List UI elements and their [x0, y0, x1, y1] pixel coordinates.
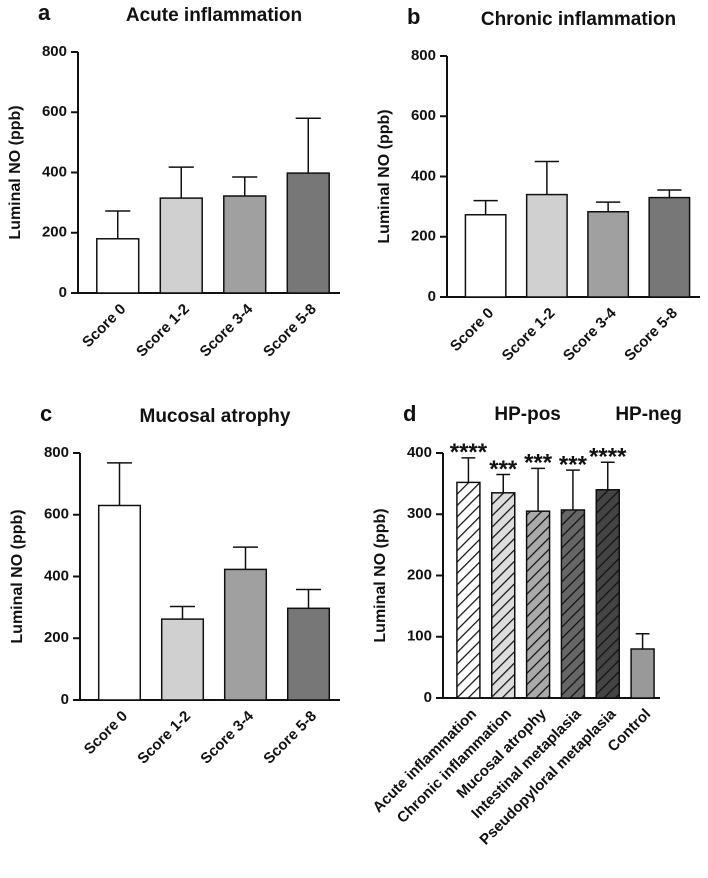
bar — [595, 489, 620, 699]
bar — [286, 172, 330, 294]
error-bar — [168, 166, 194, 199]
y-tick-label: 800 — [411, 47, 436, 64]
y-tick-label: 0 — [59, 284, 67, 301]
bar — [648, 196, 691, 298]
y-tick-label: 200 — [411, 228, 436, 245]
y-tick-label: 200 — [44, 629, 69, 646]
error-bar — [595, 201, 621, 212]
y-tick-label: 400 — [407, 444, 432, 461]
y-tick-label: 600 — [411, 107, 436, 124]
error-bar — [232, 176, 258, 196]
chart-title: Acute inflammation — [126, 5, 302, 26]
error-bar — [105, 210, 131, 239]
y-tick-label: 200 — [42, 224, 67, 241]
y-tick-label: 800 — [42, 43, 67, 60]
error-bar — [233, 546, 258, 570]
x-tick-label: Score 1-2 — [134, 708, 194, 768]
x-tick-label: Score 0 — [79, 301, 129, 351]
significance: *** — [524, 450, 553, 477]
y-tick-label: 600 — [44, 506, 69, 523]
bar — [630, 648, 655, 699]
y-tick-label: 400 — [411, 167, 436, 184]
bar — [525, 193, 568, 298]
error-bar — [496, 473, 511, 493]
y-axis-label: Luminal NO (ppb) — [7, 105, 24, 239]
error-bar — [657, 189, 682, 198]
bar — [587, 210, 630, 298]
error-bar — [107, 462, 132, 506]
bar — [456, 481, 481, 699]
x-tick-label: Score 0 — [447, 305, 497, 355]
error-bar — [531, 467, 545, 512]
bar — [159, 197, 203, 294]
significance: **** — [450, 439, 488, 466]
chart-title: Chronic inflammation — [481, 9, 676, 30]
error-bar — [296, 588, 321, 609]
x-tick-label: Score 5-8 — [621, 305, 681, 365]
error-bar — [473, 199, 498, 215]
y-axis-label: Luminal NO (ppb) — [9, 509, 26, 643]
y-tick-label: 400 — [42, 163, 67, 180]
bar — [96, 238, 140, 294]
panel-label: d — [403, 401, 416, 426]
y-axis-label: Luminal NO (ppb) — [372, 508, 389, 642]
significance: *** — [559, 451, 588, 478]
error-bar — [635, 632, 650, 649]
x-tick-label: Score 1-2 — [499, 305, 559, 365]
bar — [491, 492, 516, 699]
bar — [223, 195, 267, 294]
group-label: HP-pos — [494, 404, 561, 425]
x-tick-label: Score 5-8 — [260, 708, 320, 768]
significance: *** — [489, 456, 518, 483]
x-tick-label: Score 0 — [81, 708, 131, 758]
y-tick-label: 400 — [44, 567, 69, 584]
y-tick-label: 0 — [424, 689, 432, 706]
panel-label: a — [38, 0, 51, 25]
y-tick-label: 800 — [44, 444, 69, 461]
x-tick-label: Score 3-4 — [197, 300, 257, 360]
x-tick-label: Score 5-8 — [260, 301, 320, 361]
y-tick-label: 0 — [61, 691, 69, 708]
panel-label: c — [40, 401, 52, 426]
y-tick-label: 600 — [42, 103, 67, 120]
group-label: HP-neg — [615, 404, 682, 425]
y-tick-label: 100 — [407, 628, 432, 645]
error-bar — [170, 605, 195, 620]
error-bar — [600, 461, 615, 490]
y-tick-label: 200 — [407, 566, 432, 583]
bar — [560, 509, 586, 699]
error-bar — [566, 469, 580, 510]
y-tick-label: 0 — [428, 288, 436, 305]
x-tick-label: Score 1-2 — [133, 301, 193, 361]
bar — [223, 568, 268, 701]
chart-title: Mucosal atrophy — [140, 406, 291, 427]
significance: **** — [589, 444, 627, 471]
bar — [525, 510, 551, 699]
x-tick-label: Score 3-4 — [560, 304, 620, 364]
y-tick-label: 300 — [407, 505, 432, 522]
bar — [160, 618, 205, 701]
error-bar — [295, 117, 321, 174]
bar — [464, 214, 507, 298]
bar — [286, 607, 331, 701]
x-tick-label: Score 3-4 — [197, 707, 257, 767]
bar — [97, 504, 142, 701]
y-axis-label: Luminal NO (ppb) — [376, 109, 393, 243]
panel-label: b — [407, 4, 420, 29]
error-bar — [534, 160, 560, 195]
error-bar — [461, 457, 476, 483]
